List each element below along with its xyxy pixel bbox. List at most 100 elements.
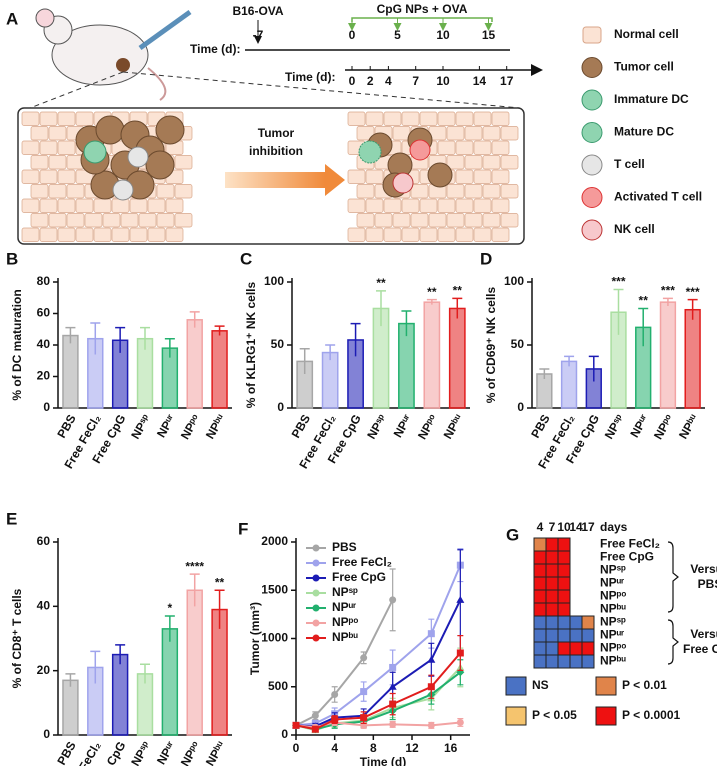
- time-label: Time (d):: [190, 42, 240, 56]
- row-label: NPˢᵖ: [600, 563, 626, 577]
- y-tick-label: 60: [37, 534, 51, 548]
- panel-label: G: [506, 525, 519, 544]
- bar: [423, 301, 441, 409]
- normal-cell: [365, 198, 384, 213]
- x-tick-label: NPᵖᵒ: [415, 412, 440, 442]
- group-label: PBS: [698, 577, 717, 591]
- heatmap-cell: [533, 602, 547, 617]
- significance: ***: [661, 284, 675, 298]
- error-bar: [299, 348, 310, 374]
- legend-label: P < 0.05: [532, 708, 577, 722]
- normal-cell: [174, 213, 193, 228]
- heatmap-cell: [533, 589, 547, 604]
- normal-cell: [365, 227, 384, 242]
- heatmap-cell: [533, 654, 547, 669]
- heatmap-cell: [557, 576, 571, 591]
- normal-cell: [57, 111, 76, 126]
- point: [360, 654, 368, 662]
- treatment-label: CpG NPs + OVA: [377, 2, 468, 16]
- point: [311, 725, 319, 733]
- heatmap-cell: [533, 550, 547, 565]
- x-tick-label: PBS: [54, 412, 78, 440]
- heatmap-cell: [545, 589, 559, 604]
- y-tick-label: 100: [264, 274, 284, 288]
- heatmap-cell: [545, 537, 559, 552]
- bar: [161, 628, 179, 736]
- normal-cell: [39, 198, 58, 213]
- normal-cell: [464, 126, 483, 141]
- normal-cell: [365, 111, 384, 126]
- heatmap-cell: [557, 654, 571, 669]
- y-tick-label: 100: [504, 274, 524, 288]
- column-label: 4: [537, 520, 544, 534]
- tumor-cell: [145, 150, 175, 180]
- normal-cell: [48, 126, 67, 141]
- y-tick-label: 20: [37, 663, 51, 677]
- x-tick-label: NPᵇᵘ: [203, 739, 228, 766]
- error-bar: [214, 325, 225, 336]
- panel-label: E: [6, 509, 17, 528]
- normal-cell: [30, 126, 49, 141]
- heatmap-cell: [545, 628, 559, 643]
- x-tick-label: NPᵘʳ: [627, 412, 651, 440]
- heatmap-cell: [545, 563, 559, 578]
- y-tick-label: 0: [277, 400, 284, 414]
- y-axis-label: % of CD8⁺ T cells: [10, 588, 24, 688]
- normal-cell: [21, 140, 40, 155]
- error-bar: [662, 297, 673, 306]
- panel-label: A: [6, 9, 18, 28]
- x-tick-label: NPˢᵖ: [128, 412, 153, 442]
- normal-cell: [138, 213, 157, 228]
- legend-marker: [312, 604, 320, 612]
- brace: [667, 619, 679, 665]
- point: [456, 649, 464, 657]
- tumor-cell: [427, 162, 453, 188]
- normal-cell: [57, 140, 76, 155]
- point: [360, 714, 368, 722]
- normal-cell: [410, 213, 429, 228]
- normal-cell: [156, 184, 175, 199]
- y-axis-label: Tumor (mm³): [248, 602, 262, 675]
- normal-cell: [75, 227, 94, 242]
- point: [427, 630, 435, 638]
- t-cell: [127, 146, 149, 168]
- normal-cell: [473, 227, 492, 242]
- heatmap-cell: [569, 628, 583, 643]
- normal-cell: [491, 169, 510, 184]
- normal-cell: [437, 111, 456, 126]
- x-tick-label: 0: [293, 741, 300, 755]
- legend-marker: [312, 634, 320, 642]
- heatmap-cell: [545, 615, 559, 630]
- significance: *: [168, 601, 173, 615]
- legend-label: Activated T cell: [614, 190, 702, 204]
- normal-cell: [446, 213, 465, 228]
- time-tick-label: 5: [394, 28, 401, 42]
- x-tick-label: 16: [444, 741, 458, 755]
- legend-label: NPˢᵖ: [332, 585, 358, 599]
- bar: [186, 589, 203, 736]
- normal-cell: [482, 155, 501, 170]
- significance: **: [376, 276, 386, 290]
- y-tick-label: 0: [517, 400, 524, 414]
- panel-label: C: [240, 249, 252, 268]
- normal-cell: [491, 140, 510, 155]
- heatmap-cell: [533, 537, 547, 552]
- point: [456, 718, 464, 726]
- normal-cell: [21, 227, 40, 242]
- bar: [560, 360, 578, 409]
- time-tick-label: 2: [367, 74, 374, 88]
- heatmap-cell: [557, 589, 571, 604]
- normal-cell: [437, 227, 456, 242]
- point: [331, 716, 339, 724]
- normal-cell: [57, 227, 76, 242]
- bar: [448, 307, 466, 409]
- normal-cell: [482, 126, 501, 141]
- error-bar: [65, 326, 76, 344]
- row-label: Free CpG: [600, 550, 654, 564]
- normal-cell: [21, 198, 40, 213]
- y-tick-label: 80: [37, 274, 51, 288]
- legend-label: Normal cell: [614, 27, 679, 41]
- legend-label: T cell: [614, 157, 645, 171]
- normal-cell: [428, 213, 447, 228]
- heatmap-cell: [581, 641, 595, 656]
